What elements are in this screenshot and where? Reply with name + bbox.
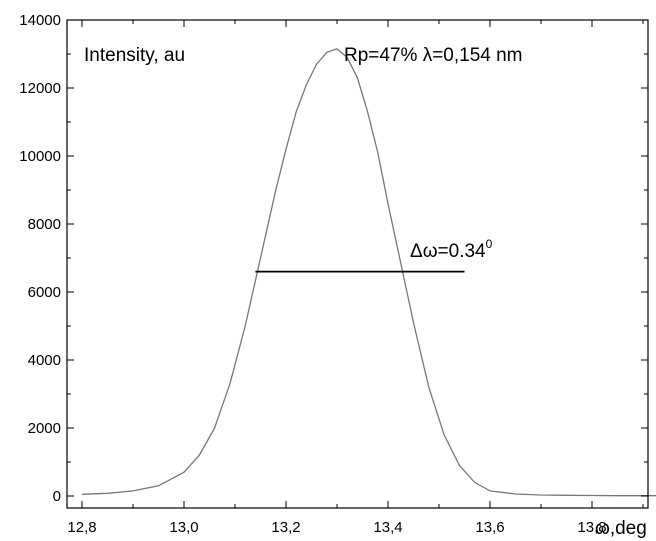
y-tick-label: 8000 [28, 216, 61, 233]
label-layer: 0 2000 4000 6000 8000 10000 12000 14000 12,8 13,0… [19, 12, 606, 536]
y-tick-label: 14000 [19, 12, 61, 29]
params-annotation: Rp=47% λ=0,154 nm [344, 45, 523, 66]
tick-layer [67, 19, 648, 508]
fwhm-annotation-superscript: 0 [486, 237, 493, 251]
plot-layer [81, 48, 656, 497]
x-tick-label: 13,8 [577, 519, 606, 536]
x-tick-label: 13,6 [475, 519, 504, 536]
series-line [81, 48, 656, 497]
x-tick-label: 13,2 [271, 519, 300, 536]
y-tick-label: 2000 [28, 420, 61, 437]
frame-layer [66, 19, 649, 509]
x-tick-label: 13,4 [373, 519, 402, 536]
plot-frame [66, 19, 649, 509]
y-tick-label: 6000 [28, 284, 61, 301]
y-axis-title: Intensity, au [84, 45, 185, 66]
x-tick-label: 12,8 [67, 519, 96, 536]
y-tick-label: 4000 [28, 352, 61, 369]
y-tick-label: 12000 [19, 80, 61, 97]
y-tick-label: 0 [53, 488, 61, 505]
x-axis-title: ω,deg [595, 518, 647, 539]
fwhm-annotation-main: Δω=0.34 [410, 241, 486, 262]
x-tick-label: 13,0 [169, 519, 198, 536]
fwhm-annotation: Δω=0.340 [410, 237, 493, 262]
y-tick-label: 10000 [19, 148, 61, 165]
